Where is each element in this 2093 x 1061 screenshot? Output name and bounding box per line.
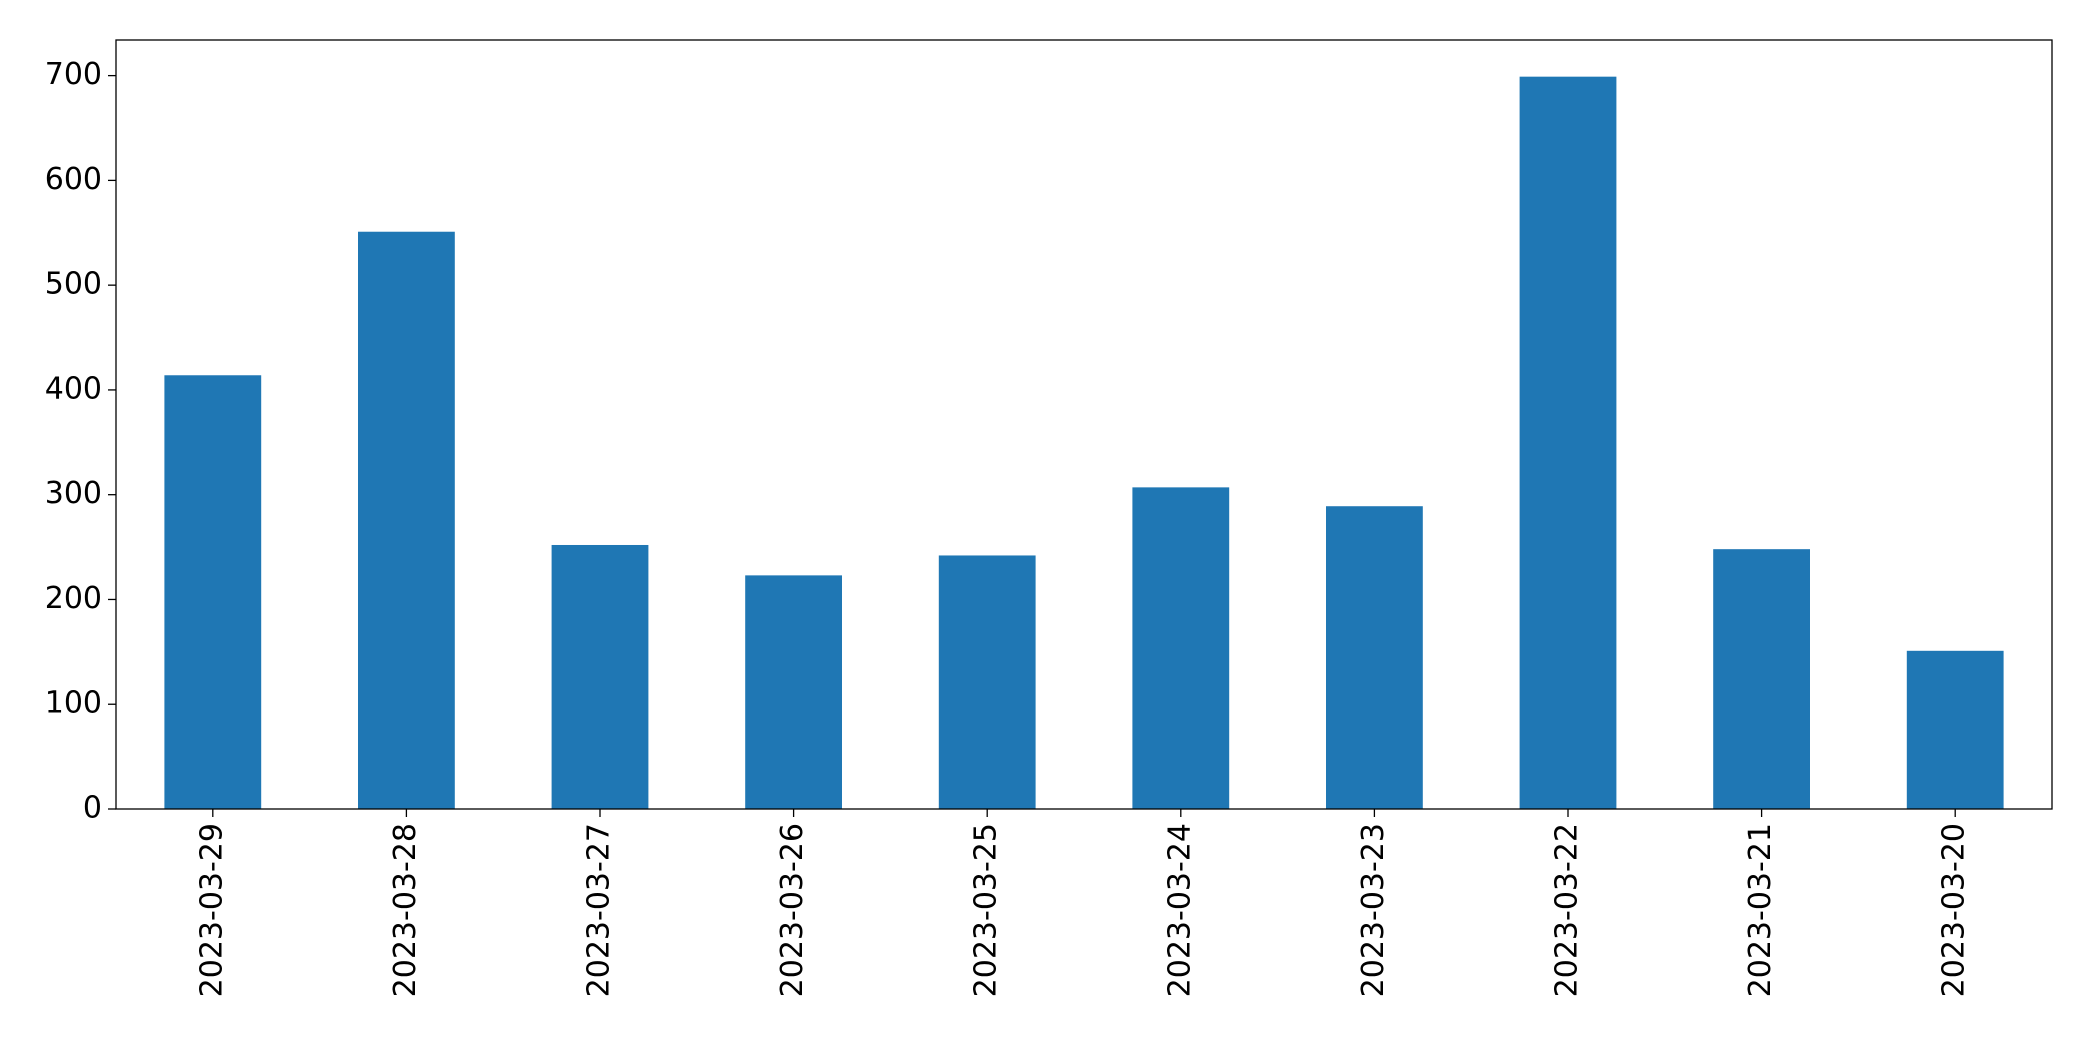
bar: [1906, 650, 2004, 809]
x-tick-label: 2023-03-27: [582, 823, 617, 997]
x-tick-label: 2023-03-22: [1550, 823, 1585, 997]
y-tick-label: 200: [45, 581, 102, 616]
axes-frame: [115, 39, 2053, 810]
x-tick-label: 2023-03-28: [388, 823, 423, 997]
y-tick-label: 700: [45, 57, 102, 92]
y-tick-label: 100: [45, 686, 102, 721]
bar: [1326, 506, 1423, 809]
bar: [1713, 549, 1810, 809]
bar: [1132, 487, 1230, 809]
bar: [1519, 76, 1617, 809]
y-tick-label: 400: [45, 371, 102, 406]
x-tick-label: 2023-03-29: [194, 823, 229, 997]
x-tick-label: 2023-03-24: [1162, 823, 1197, 997]
x-tick-label: 2023-03-25: [969, 823, 1004, 997]
y-tick-label: 500: [45, 267, 102, 302]
bar: [164, 375, 262, 809]
x-tick-label: 2023-03-26: [775, 823, 810, 997]
bar: [745, 575, 842, 809]
x-tick-label: 2023-03-20: [1937, 823, 1972, 997]
x-tick-label: 2023-03-21: [1743, 823, 1778, 997]
bar: [551, 544, 649, 809]
y-tick-label: 0: [83, 791, 102, 826]
bar: [938, 555, 1036, 809]
x-tick-label: 2023-03-23: [1356, 823, 1391, 997]
y-tick-label: 600: [45, 162, 102, 197]
bar: [358, 231, 455, 810]
y-tick-label: 300: [45, 476, 102, 511]
